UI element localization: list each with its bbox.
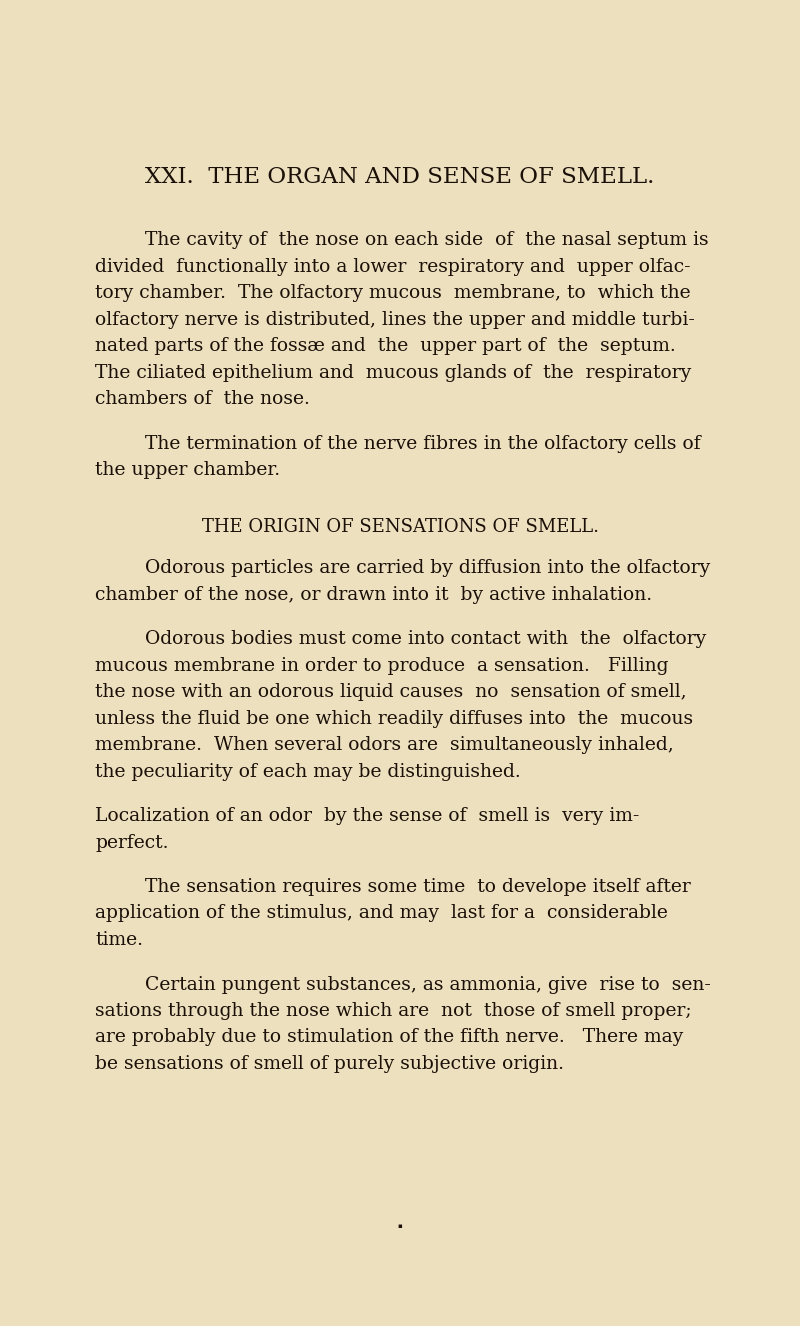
Text: olfactory nerve is distributed, lines the upper and middle turbi-: olfactory nerve is distributed, lines th… [95, 310, 695, 329]
Text: the upper chamber.: the upper chamber. [95, 461, 280, 479]
Text: The cavity of  the nose on each side  of  the nasal septum is: The cavity of the nose on each side of t… [145, 231, 709, 249]
Text: chamber of the nose, or drawn into it  by active inhalation.: chamber of the nose, or drawn into it by… [95, 586, 652, 603]
Text: mucous membrane in order to produce  a sensation.   Filling: mucous membrane in order to produce a se… [95, 656, 669, 675]
Text: application of the stimulus, and may  last for a  considerable: application of the stimulus, and may las… [95, 904, 668, 923]
Text: be sensations of smell of purely subjective origin.: be sensations of smell of purely subject… [95, 1055, 564, 1073]
Text: ▪: ▪ [398, 1223, 402, 1229]
Text: nated parts of the fossæ and  the  upper part of  the  septum.: nated parts of the fossæ and the upper p… [95, 337, 676, 355]
Text: the peculiarity of each may be distinguished.: the peculiarity of each may be distingui… [95, 762, 521, 781]
Text: divided  functionally into a lower  respiratory and  upper olfac-: divided functionally into a lower respir… [95, 257, 690, 276]
Text: Odorous bodies must come into contact with  the  olfactory: Odorous bodies must come into contact wi… [145, 630, 706, 648]
Text: unless the fluid be one which readily diffuses into  the  mucous: unless the fluid be one which readily di… [95, 709, 693, 728]
Text: perfect.: perfect. [95, 834, 169, 851]
Text: Localization of an odor  by the sense of  smell is  very im-: Localization of an odor by the sense of … [95, 808, 639, 825]
Text: are probably due to stimulation of the fifth nerve.   There may: are probably due to stimulation of the f… [95, 1029, 683, 1046]
Text: tory chamber.  The olfactory mucous  membrane, to  which the: tory chamber. The olfactory mucous membr… [95, 284, 690, 302]
Text: Odorous particles are carried by diffusion into the olfactory: Odorous particles are carried by diffusi… [145, 560, 710, 577]
Text: the nose with an odorous liquid causes  no  sensation of smell,: the nose with an odorous liquid causes n… [95, 683, 686, 701]
Text: chambers of  the nose.: chambers of the nose. [95, 390, 310, 408]
Text: The sensation requires some time  to develope itself after: The sensation requires some time to deve… [145, 878, 690, 896]
Text: membrane.  When several odors are  simultaneously inhaled,: membrane. When several odors are simulta… [95, 736, 674, 754]
Text: Certain pungent substances, as ammonia, give  rise to  sen-: Certain pungent substances, as ammonia, … [145, 976, 711, 993]
Text: The termination of the nerve fibres in the olfactory cells of: The termination of the nerve fibres in t… [145, 435, 701, 452]
Text: time.: time. [95, 931, 143, 949]
Text: sations through the nose which are  not  those of smell proper;: sations through the nose which are not t… [95, 1002, 692, 1020]
Text: XXI.  THE ORGAN AND SENSE OF SMELL.: XXI. THE ORGAN AND SENSE OF SMELL. [146, 166, 654, 188]
Text: The ciliated epithelium and  mucous glands of  the  respiratory: The ciliated epithelium and mucous gland… [95, 363, 691, 382]
Text: THE ORIGIN OF SENSATIONS OF SMELL.: THE ORIGIN OF SENSATIONS OF SMELL. [202, 517, 598, 536]
